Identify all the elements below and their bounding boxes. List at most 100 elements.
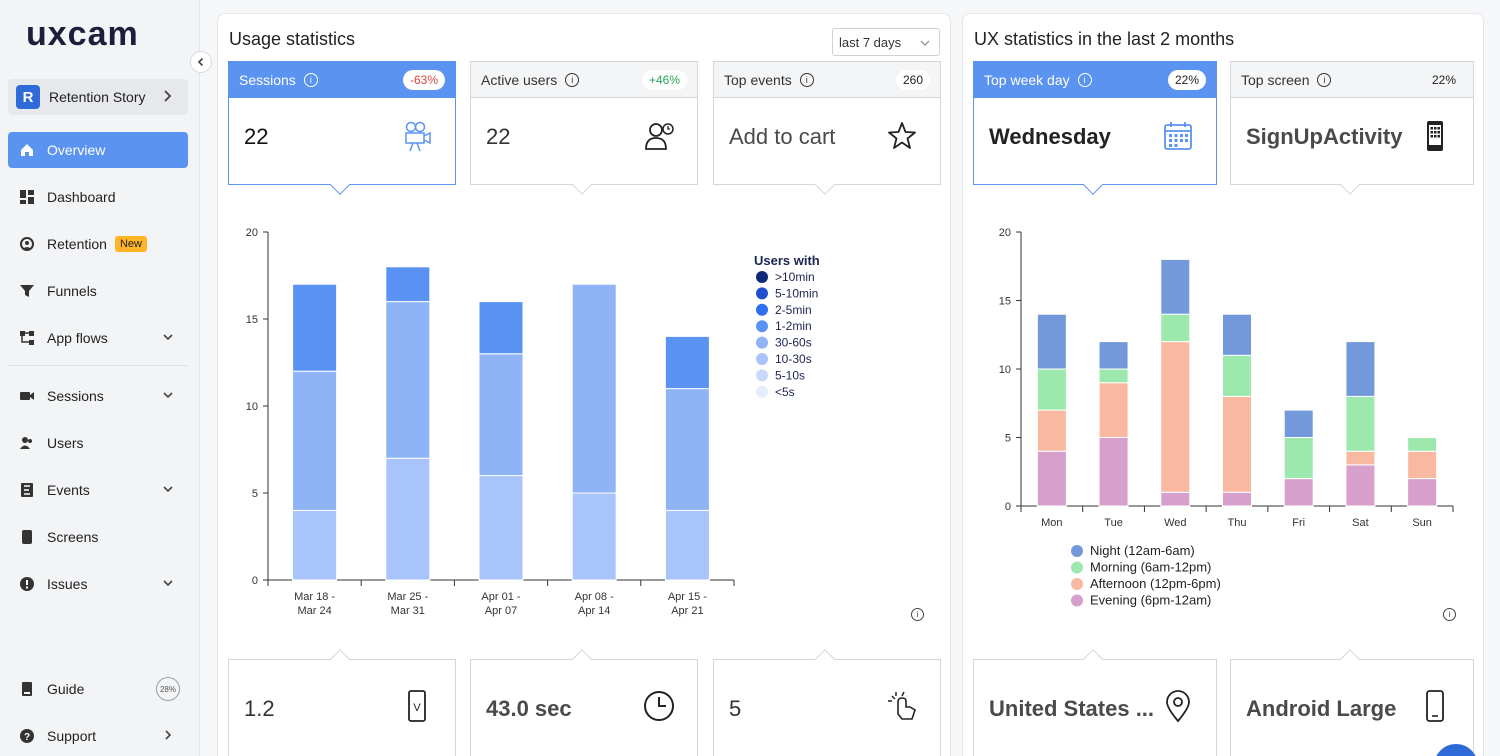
legend-swatch xyxy=(756,385,768,398)
legend-label: Morning (6am-12pm) xyxy=(1090,560,1211,575)
period-select[interactable]: last 7 days xyxy=(832,28,940,56)
card-pointer xyxy=(1340,649,1360,669)
active-users-card[interactable]: Active users i +46% 22 xyxy=(470,61,698,195)
sidebar-item-events[interactable]: Events xyxy=(8,472,188,508)
info-icon[interactable]: i xyxy=(565,72,580,87)
percent-badge: 22% xyxy=(1167,70,1206,90)
chevron-down-icon xyxy=(163,486,173,493)
x-tick-label: Thu xyxy=(1228,517,1247,529)
bar-segment xyxy=(478,301,524,355)
x-tick-label: Mar 31 xyxy=(391,605,425,617)
top-device-card[interactable]: Android Large xyxy=(1230,649,1474,756)
bar-segment xyxy=(664,388,710,511)
card-value: Add to cart xyxy=(729,124,836,149)
sidebar-item-guide[interactable]: Guide 28% xyxy=(8,671,188,707)
x-tick-label: Sat xyxy=(1352,517,1369,529)
bar-segment xyxy=(1160,491,1191,507)
card-label: Top week day xyxy=(984,71,1070,88)
delta-badge: -63% xyxy=(402,70,445,90)
card-header: Sessions i -63% xyxy=(229,62,455,98)
interaction-metric-card[interactable]: 5 xyxy=(713,649,941,756)
help-chat-button[interactable] xyxy=(1434,744,1478,756)
x-tick-label: Apr 15 - xyxy=(668,591,707,603)
y-tick-label: 15 xyxy=(246,314,258,326)
x-tick-label: Mar 18 - xyxy=(294,591,335,603)
collapse-sidebar-button[interactable] xyxy=(190,51,212,73)
sidebar-item-label: Retention xyxy=(47,236,107,252)
calendar-icon xyxy=(1164,122,1192,150)
info-icon[interactable]: i xyxy=(303,72,318,87)
bar-segment xyxy=(571,492,617,581)
bar-segment xyxy=(1098,382,1129,438)
info-icon[interactable]: i xyxy=(799,72,814,87)
app-name: Retention Story xyxy=(49,89,146,105)
top-screen-card[interactable]: Top screen i 22% SignUpActivity xyxy=(1230,61,1474,195)
bar-segment xyxy=(664,509,710,581)
legend-label: Evening (6pm-12am) xyxy=(1090,593,1211,608)
info-icon[interactable]: i xyxy=(1317,72,1332,87)
card-value: 43.0 sec xyxy=(486,696,572,721)
legend-swatch xyxy=(756,287,768,300)
sessions-card[interactable]: Sessions i -63% 22 xyxy=(228,61,456,195)
phone-icon xyxy=(18,528,36,546)
uxcam-logo[interactable]: uxcam xyxy=(26,18,176,52)
top-week-day-card[interactable]: Top week day i 22% Wednesday xyxy=(973,61,1217,195)
sidebar-item-funnels[interactable]: Funnels xyxy=(8,273,188,309)
bar-segment xyxy=(1160,341,1191,493)
card-value: 22 xyxy=(486,124,511,149)
card-value: 5 xyxy=(729,696,742,721)
bar-segment xyxy=(1222,313,1252,356)
x-tick-label: Mar 24 xyxy=(297,605,331,617)
card-pointer xyxy=(1340,175,1360,195)
bar-segment xyxy=(1345,464,1376,507)
sidebar-item-label: Overview xyxy=(47,142,106,158)
x-tick-label: Apr 07 xyxy=(485,605,517,617)
legend-label: 5-10min xyxy=(775,286,818,300)
star-icon xyxy=(888,122,916,149)
legend-label: <5s xyxy=(775,385,795,399)
sidebar-item-app-flows[interactable]: App flows xyxy=(8,320,188,356)
chart-info-icon[interactable]: i xyxy=(1443,608,1456,621)
duration-metric-card[interactable]: 43.0 sec xyxy=(470,649,698,756)
bar-segment xyxy=(292,509,338,581)
bar-segment xyxy=(1222,491,1252,507)
bar-segment xyxy=(1036,313,1067,370)
top-country-card[interactable]: United States ... xyxy=(973,649,1217,756)
sidebar-item-users[interactable]: Users xyxy=(8,425,188,461)
y-tick-label: 5 xyxy=(252,488,258,500)
bar-segment xyxy=(292,283,338,372)
bar-segment xyxy=(1036,450,1067,507)
card-pointer xyxy=(572,649,592,669)
y-tick-label: 10 xyxy=(999,364,1011,376)
app-switcher[interactable]: R Retention Story xyxy=(8,79,188,115)
card-pointer xyxy=(330,175,350,195)
bar-segment xyxy=(1222,354,1252,397)
sidebar-item-retention[interactable]: Retention New xyxy=(8,226,188,262)
session-metric-card[interactable]: 1.2 V xyxy=(228,649,456,756)
y-tick-label: 20 xyxy=(246,227,258,239)
top-events-card[interactable]: Top events i 260 Add to cart xyxy=(713,61,941,195)
info-icon[interactable]: i xyxy=(1077,72,1092,87)
panel-title: Usage statistics xyxy=(229,29,356,49)
sidebar-item-support[interactable]: ? Support xyxy=(8,718,188,754)
users-icon xyxy=(18,434,36,452)
period-select-value: last 7 days xyxy=(839,35,902,50)
panel-title: UX statistics in the last 2 months xyxy=(974,29,1235,49)
ux-statistics-panel: UX statistics in the last 2 months Top w… xyxy=(962,13,1484,756)
location-pin-icon xyxy=(1166,690,1190,723)
chart-info-icon[interactable]: i xyxy=(911,608,924,621)
sidebar-item-sessions[interactable]: Sessions xyxy=(8,378,188,414)
sidebar-item-overview[interactable]: Overview xyxy=(8,132,188,168)
bar-segment xyxy=(1345,341,1376,397)
bar-segment xyxy=(478,353,524,477)
y-tick-label: 15 xyxy=(999,296,1011,308)
smartphone-outline-icon xyxy=(1426,690,1444,722)
events-icon xyxy=(18,481,36,499)
card-header: Top events i 260 xyxy=(714,62,940,98)
bar-segment xyxy=(1098,341,1129,370)
bar-segment xyxy=(1036,409,1067,452)
legend-swatch xyxy=(756,353,768,365)
sidebar-item-screens[interactable]: Screens xyxy=(8,519,188,555)
sidebar-item-issues[interactable]: Issues xyxy=(8,566,188,602)
sidebar-item-dashboard[interactable]: Dashboard xyxy=(8,179,188,215)
